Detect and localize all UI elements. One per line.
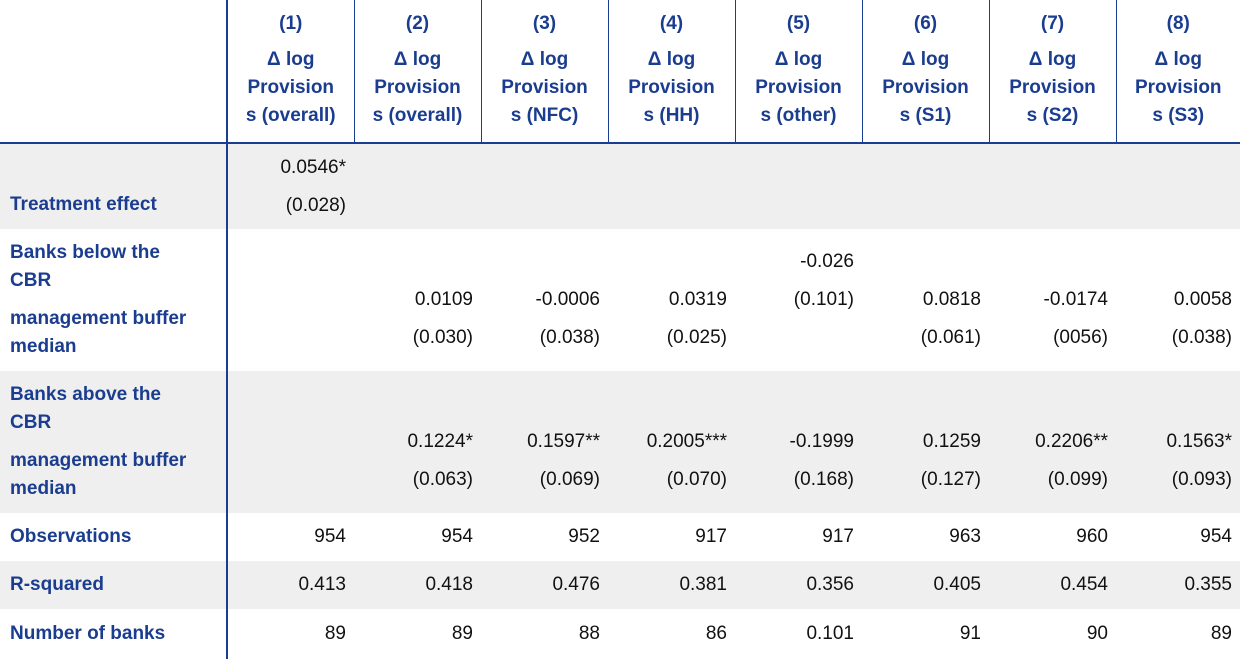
cell-r2-7: 0.454: [989, 561, 1116, 609]
row-label-above: Banks above the CBR management buffer me…: [0, 371, 228, 513]
column-header-5: (5) Δ log Provision s (other): [734, 0, 862, 143]
cell-below-3: -0.0006 (0.038): [535, 289, 600, 348]
cell-obs-2: 954: [441, 526, 473, 547]
cell-below-8: 0.0058 (0.038): [1171, 289, 1232, 348]
cell-below-5: -0.026 (0.101): [793, 251, 854, 310]
cell-nb-1: 89: [324, 623, 346, 644]
cell-treatment-2: [354, 143, 481, 229]
row-r-squared: R-squared 0.413 0.418 0.476 0.381 0.356 …: [0, 561, 1240, 609]
row-label-treatment: Treatment effect: [0, 143, 228, 229]
cell-above-1: [227, 371, 354, 513]
cell-r2-5: 0.356: [735, 561, 862, 609]
cell-below-4: 0.0319 (0.025): [666, 289, 727, 348]
cell-below-1: [227, 229, 354, 371]
cell-above-5: -0.1999 (0.168): [735, 371, 862, 513]
cell-obs-6: 963: [949, 526, 981, 547]
cell-r2-8: 0.355: [1116, 561, 1240, 609]
row-label-r-squared: R-squared: [0, 561, 228, 609]
cell-obs-5: 917: [822, 526, 854, 547]
row-treatment-effect: Treatment effect 0.0546* (0.028): [0, 143, 1240, 229]
cell-treatment-1: 0.0546* (0.028): [227, 143, 354, 229]
cell-above-8: 0.1563* (0.093): [1116, 371, 1240, 513]
cell-r2-6: 0.405: [862, 561, 989, 609]
cell-obs-8: 954: [1200, 526, 1232, 547]
column-header-3: (3) Δ log Provision s (NFC): [480, 0, 608, 143]
cell-above-2: 0.1224* (0.063): [354, 371, 481, 513]
cell-treatment-3: [481, 143, 608, 229]
cell-nb-8: 89: [1210, 623, 1232, 644]
column-header-8: (8) Δ log Provision s (S3): [1115, 0, 1240, 143]
cell-obs-7: 960: [1076, 526, 1108, 547]
cell-obs-1: 954: [314, 526, 346, 547]
cell-below-7: -0.0174 (0056): [1043, 289, 1108, 348]
cell-r2-1: 0.413: [227, 561, 354, 609]
cell-nb-7: 90: [1086, 623, 1108, 644]
row-label-below: Banks below the CBR management buffer me…: [0, 229, 228, 371]
cell-treatment-5: [735, 143, 862, 229]
cell-nb-5: 0.101: [806, 623, 854, 644]
row-label-observations: Observations: [0, 513, 228, 561]
cell-treatment-6: [862, 143, 989, 229]
cell-r2-3: 0.476: [481, 561, 608, 609]
cell-nb-6: 91: [959, 623, 981, 644]
cell-r2-2: 0.418: [354, 561, 481, 609]
cell-below-6: 0.0818 (0.061): [920, 289, 981, 348]
column-header-6: (6) Δ log Provision s (S1): [861, 0, 989, 143]
header-corner: [0, 0, 228, 143]
column-header-2: (2) Δ log Provision s (overall): [353, 0, 481, 143]
column-header-7: (7) Δ log Provision s (S2): [988, 0, 1116, 143]
cell-above-7: 0.2206** (0.099): [989, 371, 1116, 513]
cell-treatment-7: [989, 143, 1116, 229]
row-label-number-of-banks: Number of banks: [0, 609, 228, 659]
header-row: (1) Δ log Provision s (overall) (2) Δ log Pro…: [0, 0, 1240, 143]
cell-obs-4: 917: [695, 526, 727, 547]
row-banks-below: Banks below the CBR management buffer me…: [0, 229, 1240, 371]
cell-nb-4: 86: [705, 623, 727, 644]
cell-r2-4: 0.381: [608, 561, 735, 609]
cell-above-4: 0.2005*** (0.070): [608, 371, 735, 513]
cell-below-2: 0.0109 (0.030): [412, 289, 473, 348]
row-number-of-banks: Number of banks 89 89 88 86 0.101 91 90 …: [0, 609, 1240, 659]
cell-treatment-8: [1116, 143, 1240, 229]
cell-treatment-4: [608, 143, 735, 229]
cell-nb-3: 88: [578, 623, 600, 644]
column-header-1: (1) Δ log Provision s (overall): [226, 0, 354, 143]
column-header-4: (4) Δ log Provision s (HH): [607, 0, 735, 143]
cell-nb-2: 89: [451, 623, 473, 644]
cell-above-6: 0.1259 (0.127): [862, 371, 989, 513]
cell-above-3: 0.1597** (0.069): [481, 371, 608, 513]
cell-obs-3: 952: [568, 526, 600, 547]
row-observations: Observations 954 954 952 917 917 963 960…: [0, 513, 1240, 561]
row-banks-above: Banks above the CBR management buffer me…: [0, 371, 1240, 513]
